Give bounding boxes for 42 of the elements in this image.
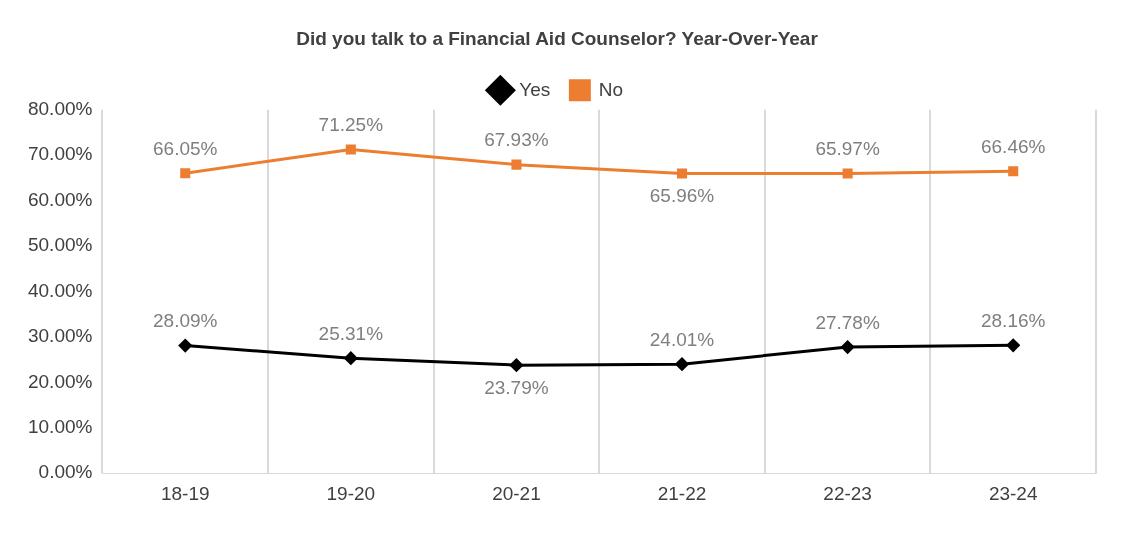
data-label: 23.79% [484, 376, 549, 398]
y-tick-label: 10.00% [27, 416, 93, 438]
data-label: 66.46% [980, 136, 1046, 158]
data-label: 28.09% [153, 310, 218, 332]
data-label: 71.25% [318, 114, 384, 136]
point [344, 351, 358, 365]
data-label: 65.97% [815, 138, 880, 160]
point [842, 168, 853, 179]
x-tick-label: 18-19 [160, 482, 210, 504]
x-tick-label: 22-23 [823, 482, 872, 504]
data-label: 25.31% [318, 322, 384, 344]
chart-title: Did you talk to a Financial Aid Counselor? Year-Over-Year [296, 27, 819, 49]
point [509, 358, 523, 372]
point [511, 159, 522, 170]
y-tick-label: 50.00% [27, 234, 93, 256]
data-label: 67.93% [484, 129, 549, 151]
x-tick-label: 21-22 [657, 482, 707, 504]
y-tick-label: 30.00% [27, 325, 93, 347]
legend-label: Yes [519, 78, 551, 100]
data-label: 28.16% [980, 310, 1046, 332]
point [1006, 338, 1020, 352]
data-label: 65.96% [649, 185, 715, 207]
point [676, 168, 688, 179]
point [345, 144, 356, 155]
point [178, 339, 192, 353]
y-tick-label: 60.00% [27, 188, 93, 210]
y-tick-label: 80.00% [27, 98, 93, 120]
data-label: 27.78% [815, 311, 880, 333]
x-tick-label: 19-20 [326, 482, 376, 504]
data-label: 66.05% [153, 137, 218, 159]
data-label: 24.01% [649, 328, 715, 350]
x-tick-label: 20-21 [492, 482, 541, 504]
point [180, 168, 191, 179]
y-tick-label: 70.00% [27, 143, 93, 165]
legend-label: No [598, 78, 624, 100]
x-tick-label: 23-24 [988, 482, 1038, 504]
point [675, 357, 689, 371]
point [1008, 166, 1019, 177]
y-tick-label: 40.00% [27, 279, 93, 301]
y-tick-label: 0.00% [38, 461, 93, 483]
point [841, 340, 855, 354]
y-tick-label: 20.00% [27, 370, 93, 392]
